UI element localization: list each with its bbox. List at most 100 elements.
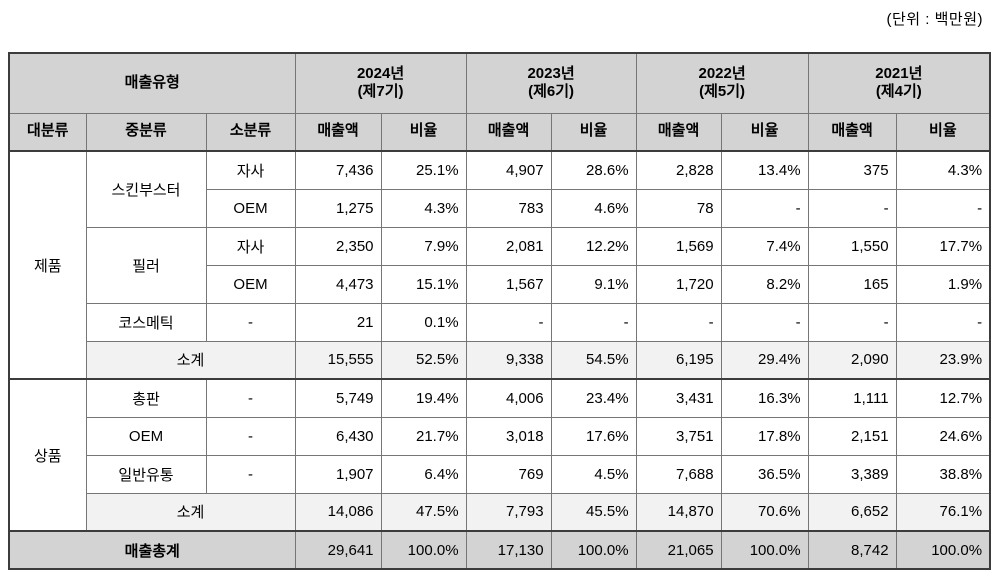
amount-cell: 769 <box>465 454 552 494</box>
ratio-cell: 54.5% <box>550 340 637 380</box>
sales-by-type-table: 매출유형 2024년 (제7기) 2023년 (제6기) 2022년 (제5기)… <box>8 52 992 570</box>
amount-cell: 78 <box>635 188 722 228</box>
col-header-amount-2023: 매출액 <box>465 112 552 152</box>
col-header-ratio-2022: 비율 <box>720 112 809 152</box>
ratio-cell: 45.5% <box>550 492 637 532</box>
year-label: 2021년 <box>875 64 923 82</box>
table-row-skinbooster-oem: OEM 1,275 4.3% 783 4.6% 78 - - - <box>9 188 991 228</box>
ratio-cell: - <box>895 302 991 342</box>
amount-cell: 17,130 <box>465 530 552 570</box>
middle-category: 코스메틱 <box>85 302 207 342</box>
amount-cell: 7,436 <box>294 150 382 190</box>
header-row-columns: 대분류 중분류 소분류 매출액 비율 매출액 비율 매출액 비율 매출액 비율 <box>8 112 991 152</box>
ratio-cell: 17.7% <box>895 226 991 266</box>
ratio-cell: 17.8% <box>720 416 809 456</box>
amount-cell: 1,569 <box>635 226 722 266</box>
year-label: 2022년 <box>698 64 746 82</box>
middle-category: 필러 <box>85 226 207 304</box>
middle-category: 일반유통 <box>85 454 207 494</box>
ratio-cell: - <box>720 302 809 342</box>
amount-cell: 9,338 <box>465 340 552 380</box>
amount-cell: 783 <box>465 188 552 228</box>
subtotal-label: 소계 <box>85 340 296 380</box>
amount-cell: 6,652 <box>807 492 897 532</box>
amount-cell: 3,389 <box>807 454 897 494</box>
ratio-cell: 15.1% <box>380 264 467 304</box>
ratio-cell: 9.1% <box>550 264 637 304</box>
amount-cell: 8,742 <box>807 530 897 570</box>
table-row-product-subtotal: 소계 15,555 52.5% 9,338 54.5% 6,195 29.4% … <box>9 340 991 380</box>
ratio-cell: 25.1% <box>380 150 467 190</box>
year-label: 2024년 <box>356 64 405 82</box>
ratio-cell: - <box>550 302 637 342</box>
amount-cell: 29,641 <box>294 530 382 570</box>
minor-category: - <box>205 454 296 494</box>
col-header-amount-2022: 매출액 <box>635 112 722 152</box>
amount-cell: - <box>807 188 897 228</box>
ratio-cell: 70.6% <box>720 492 809 532</box>
ratio-cell: 7.9% <box>380 226 467 266</box>
amount-cell: 165 <box>807 264 897 304</box>
table-row-filler-oem: OEM 4,473 15.1% 1,567 9.1% 1,720 8.2% 16… <box>9 264 991 304</box>
amount-cell: 2,090 <box>807 340 897 380</box>
amount-cell: 1,111 <box>807 378 897 418</box>
year-header-2024: 2024년 (제7기) <box>294 52 467 114</box>
ratio-cell: 100.0% <box>380 530 467 570</box>
ratio-cell: 17.6% <box>550 416 637 456</box>
ratio-cell: 0.1% <box>380 302 467 342</box>
amount-cell: 14,870 <box>635 492 722 532</box>
table-row-goods-subtotal: 소계 14,086 47.5% 7,793 45.5% 14,870 70.6%… <box>9 492 991 532</box>
ratio-cell: 23.9% <box>895 340 991 380</box>
ratio-cell: 47.5% <box>380 492 467 532</box>
period-label: (제5기) <box>699 83 746 101</box>
amount-cell: 14,086 <box>294 492 382 532</box>
amount-cell: 2,081 <box>465 226 552 266</box>
ratio-cell: 21.7% <box>380 416 467 456</box>
ratio-cell: - <box>895 188 991 228</box>
ratio-cell: 4.6% <box>550 188 637 228</box>
major-category-product: 제품 <box>8 150 87 380</box>
amount-cell: 1,720 <box>635 264 722 304</box>
ratio-cell: 4.5% <box>550 454 637 494</box>
minor-category: - <box>205 378 296 418</box>
ratio-cell: 38.8% <box>895 454 991 494</box>
minor-category: - <box>205 416 296 456</box>
major-category-goods: 상품 <box>8 378 87 532</box>
minor-category: 자사 <box>205 150 296 190</box>
ratio-cell: 4.3% <box>380 188 467 228</box>
year-label: 2023년 <box>527 64 575 82</box>
ratio-cell: 28.6% <box>550 150 637 190</box>
col-header-ratio-2021: 비율 <box>895 112 991 152</box>
amount-cell: 21,065 <box>635 530 722 570</box>
ratio-cell: 1.9% <box>895 264 991 304</box>
minor-category: OEM <box>205 188 296 228</box>
unit-label: (단위 : 백만원) <box>886 11 983 28</box>
amount-cell: 2,350 <box>294 226 382 266</box>
amount-cell: 5,749 <box>294 378 382 418</box>
amount-cell: - <box>807 302 897 342</box>
col-header-amount-2024: 매출액 <box>294 112 382 152</box>
year-header-2021: 2021년 (제4기) <box>807 52 991 114</box>
amount-cell: 375 <box>807 150 897 190</box>
ratio-cell: 29.4% <box>720 340 809 380</box>
middle-category: 스킨부스터 <box>85 150 207 228</box>
ratio-cell: 100.0% <box>720 530 809 570</box>
ratio-cell: 7.4% <box>720 226 809 266</box>
amount-cell: 3,431 <box>635 378 722 418</box>
col-header-ratio-2024: 비율 <box>380 112 467 152</box>
ratio-cell: 19.4% <box>380 378 467 418</box>
col-header-minor: 소분류 <box>205 112 296 152</box>
amount-cell: 4,473 <box>294 264 382 304</box>
minor-category: OEM <box>205 264 296 304</box>
amount-cell: - <box>465 302 552 342</box>
amount-cell: 15,555 <box>294 340 382 380</box>
amount-cell: 4,907 <box>465 150 552 190</box>
period-label: (제7기) <box>357 83 404 101</box>
period-label: (제4기) <box>875 83 922 101</box>
ratio-cell: 12.2% <box>550 226 637 266</box>
ratio-cell: 100.0% <box>550 530 637 570</box>
ratio-cell: 100.0% <box>895 530 991 570</box>
col-header-ratio-2023: 비율 <box>550 112 637 152</box>
amount-cell: 6,195 <box>635 340 722 380</box>
table-row-grand-total: 매출총계 29,641 100.0% 17,130 100.0% 21,065 … <box>8 530 991 570</box>
